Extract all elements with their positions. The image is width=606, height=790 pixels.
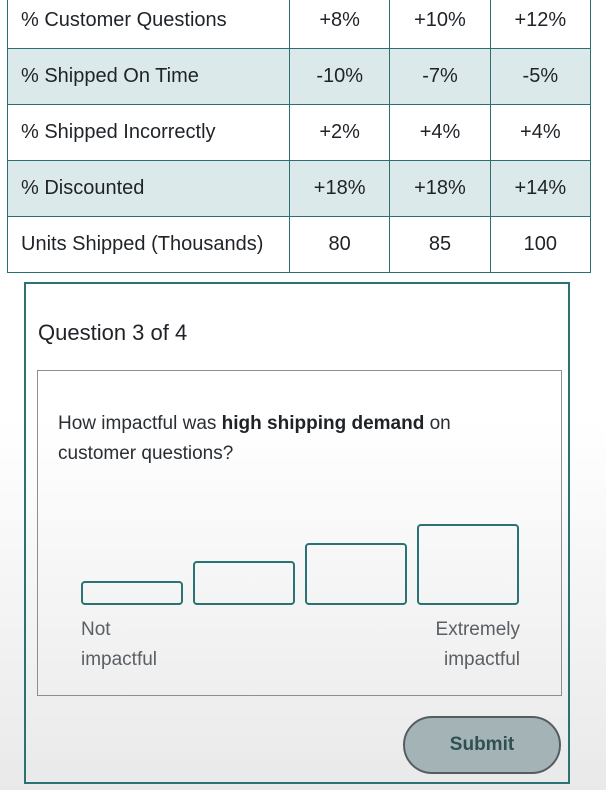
scale-low-line: Not	[81, 619, 111, 640]
rating-option-2[interactable]	[193, 561, 295, 605]
question-prompt: How impactful was high shipping demand o…	[58, 409, 518, 469]
table-cell: +8%	[288, 0, 391, 49]
scale-low-line: impactful	[81, 649, 158, 670]
table-cell: +14%	[489, 160, 592, 217]
row-label: Units Shipped (Thousands)	[7, 216, 290, 273]
table-cell: 85	[389, 216, 491, 273]
question-counter: Question 3 of 4	[38, 320, 188, 345]
rating-option-4[interactable]	[417, 524, 519, 605]
row-label: % Shipped On Time	[7, 48, 290, 105]
table-row: % Discounted +18% +18% +14%	[7, 160, 592, 217]
scale-high-label: Extremely impactful	[418, 615, 520, 675]
table-row: Units Shipped (Thousands) 80 85 100	[7, 216, 592, 273]
table-row: % Shipped On Time -10% -7% -5%	[7, 48, 592, 105]
row-label: % Customer Questions	[7, 0, 290, 49]
table-cell: 80	[288, 216, 391, 273]
table-cell: +18%	[288, 160, 391, 217]
prompt-text: How impactful was	[58, 413, 222, 434]
table-cell: -10%	[288, 48, 391, 105]
table-cell: +4%	[489, 104, 592, 161]
row-label: % Discounted	[7, 160, 290, 217]
prompt-emphasis: high shipping demand	[221, 413, 425, 434]
table-cell: -5%	[489, 48, 592, 105]
question-panel: Question 3 of 4 How impactful was high s…	[24, 282, 570, 784]
prompt-text: on customer questions?	[58, 413, 451, 464]
table-cell: +4%	[389, 104, 491, 161]
rating-option-3[interactable]	[305, 543, 407, 605]
rating-option-1[interactable]	[81, 581, 183, 605]
question-box: How impactful was high shipping demand o…	[37, 370, 562, 696]
metrics-table: % Customer Questions +8% +10% +12% % Shi…	[7, 0, 592, 273]
table-cell: +18%	[389, 160, 491, 217]
table-cell: +10%	[389, 0, 491, 49]
row-label: % Shipped Incorrectly	[7, 104, 290, 161]
scale-high-line: Extremely	[435, 619, 520, 640]
submit-button[interactable]: Submit	[403, 716, 561, 774]
table-cell: +12%	[489, 0, 592, 49]
scale-high-line: impactful	[443, 649, 520, 670]
scale-low-label: Not impactful	[81, 615, 157, 675]
table-cell: 100	[489, 216, 592, 273]
table-row: % Shipped Incorrectly +2% +4% +4%	[7, 104, 592, 161]
table-cell: +2%	[288, 104, 391, 161]
table-row: % Customer Questions +8% +10% +12%	[7, 0, 592, 49]
table-cell: -7%	[389, 48, 491, 105]
